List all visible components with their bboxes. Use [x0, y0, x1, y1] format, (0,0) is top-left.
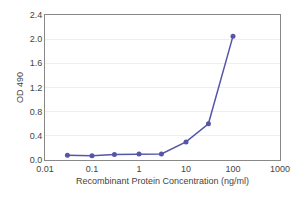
svg-text:2.4: 2.4	[30, 10, 43, 20]
svg-text:1: 1	[136, 164, 141, 174]
svg-text:0.0: 0.0	[30, 155, 43, 165]
svg-text:100: 100	[225, 164, 240, 174]
svg-text:10: 10	[181, 164, 191, 174]
svg-text:2.0: 2.0	[30, 34, 43, 44]
svg-text:OD 490: OD 490	[15, 72, 25, 103]
svg-text:1.6: 1.6	[30, 58, 43, 68]
svg-text:1000: 1000	[270, 164, 290, 174]
svg-text:0.1: 0.1	[86, 164, 99, 174]
svg-text:Recombinant Protein Concentrat: Recombinant Protein Concentration (ng/ml…	[76, 176, 249, 186]
svg-text:0.8: 0.8	[30, 107, 43, 117]
svg-text:0.01: 0.01	[36, 164, 54, 174]
svg-text:1.2: 1.2	[30, 83, 43, 93]
svg-text:0.4: 0.4	[30, 131, 43, 141]
